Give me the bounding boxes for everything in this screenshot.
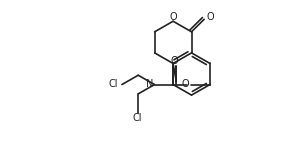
Text: O: O: [169, 12, 177, 22]
Text: Cl: Cl: [133, 113, 142, 123]
Text: O: O: [206, 12, 214, 22]
Text: O: O: [182, 79, 190, 89]
Text: O: O: [170, 57, 178, 66]
Text: Cl: Cl: [108, 79, 118, 89]
Text: N: N: [146, 79, 154, 89]
